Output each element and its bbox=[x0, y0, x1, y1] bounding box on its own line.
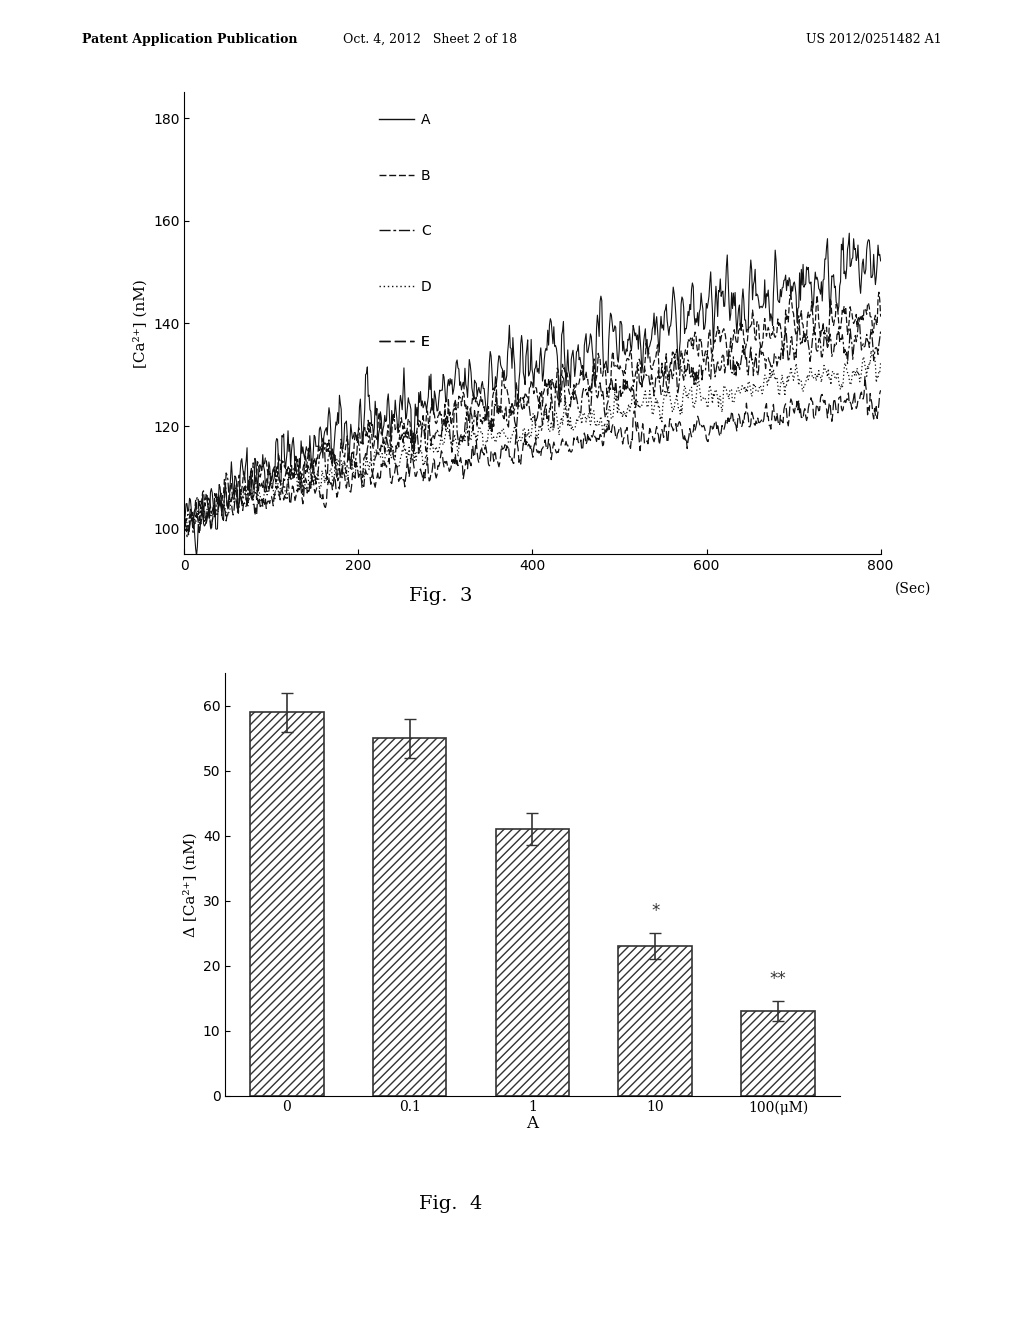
Legend: E: E bbox=[379, 335, 430, 348]
Text: Patent Application Publication: Patent Application Publication bbox=[82, 33, 297, 46]
Y-axis label: [Ca²⁺] (nM): [Ca²⁺] (nM) bbox=[133, 279, 147, 368]
Bar bbox=[618, 946, 692, 1096]
Bar bbox=[496, 829, 569, 1096]
Text: US 2012/0251482 A1: US 2012/0251482 A1 bbox=[807, 33, 942, 46]
Bar bbox=[250, 713, 324, 1096]
Bar bbox=[373, 738, 446, 1096]
Text: Fig.  3: Fig. 3 bbox=[409, 587, 472, 606]
Text: **: ** bbox=[770, 970, 786, 989]
Y-axis label: Δ [Ca²⁺] (nM): Δ [Ca²⁺] (nM) bbox=[183, 832, 198, 937]
Text: Fig.  4: Fig. 4 bbox=[419, 1195, 482, 1213]
Text: *: * bbox=[651, 902, 659, 920]
Text: Oct. 4, 2012   Sheet 2 of 18: Oct. 4, 2012 Sheet 2 of 18 bbox=[343, 33, 517, 46]
Text: (Sec): (Sec) bbox=[895, 582, 931, 597]
Text: A: A bbox=[526, 1115, 539, 1133]
Bar bbox=[741, 1011, 815, 1096]
